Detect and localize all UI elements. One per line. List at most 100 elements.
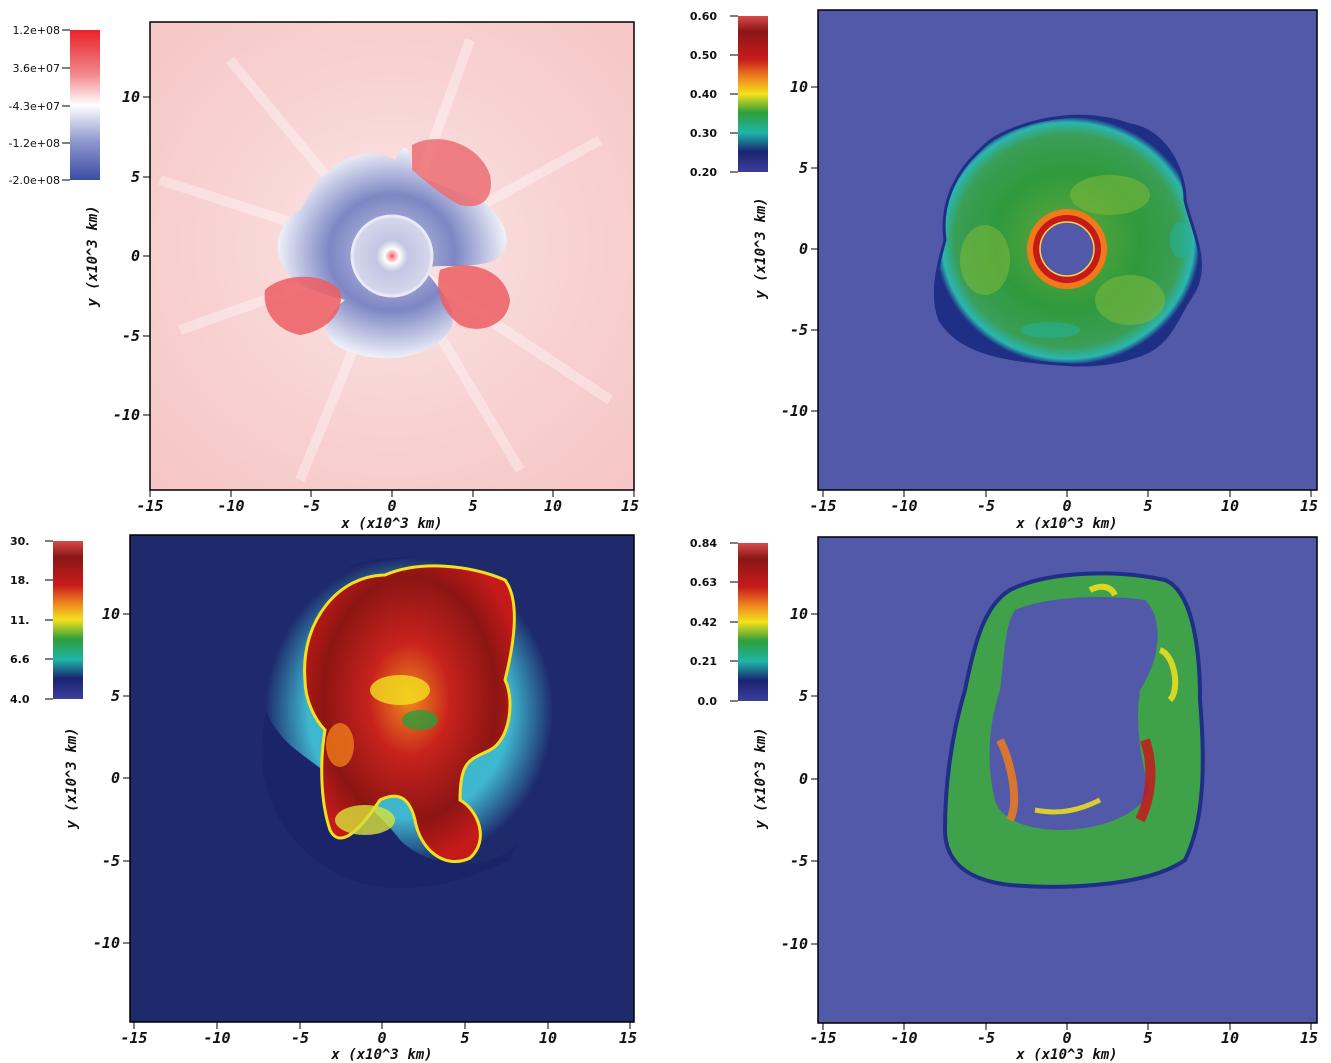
colorbar-bar <box>738 543 768 701</box>
y-tick-label: 5 <box>799 159 808 177</box>
colorbar-label: -4.3e+07 <box>9 100 60 113</box>
y-axis-label: y (x10^3 km) <box>64 727 80 829</box>
core <box>350 214 434 298</box>
x-tick-label: -10 <box>890 1029 917 1047</box>
colorbar-label: 11. <box>10 614 30 627</box>
colorbar-label: 0.42 <box>690 616 717 629</box>
colorbar-label: 6.6 <box>10 653 30 666</box>
panel-top-right: 0.60 0.50 0.40 0.30 0.20 <box>690 9 1318 532</box>
plot-area-top-left <box>150 22 634 490</box>
x-tick-label: 10 <box>544 497 562 515</box>
colorbar-label: 3.6e+07 <box>13 62 60 75</box>
x-tick-label: -15 <box>809 1029 836 1047</box>
y-axis-bottom-left <box>123 613 130 944</box>
colorbar-bottom-right: 0.84 0.63 0.42 0.21 0.0 <box>690 537 768 708</box>
x-tick-label: 5 <box>1143 497 1152 515</box>
y-tick-label: 10 <box>790 605 808 623</box>
x-axis-label: x (x10^3 km) <box>1015 516 1117 532</box>
colorbar-label: 30. <box>10 535 30 548</box>
colorbar-bar <box>70 30 100 180</box>
colorbar-label: -2.0e+08 <box>9 174 60 187</box>
y-tick-label: -5 <box>122 327 140 345</box>
y-tick-label: 0 <box>799 240 808 258</box>
x-tick-label: -5 <box>977 497 995 515</box>
x-tick-label: 10 <box>1221 1029 1239 1047</box>
x-tick-label: -10 <box>203 1029 230 1047</box>
x-axis-label: x (x10^3 km) <box>340 516 442 532</box>
x-tick-label: 0 <box>377 1029 386 1047</box>
x-axis-top-right <box>822 490 1312 497</box>
x-tick-label: 15 <box>619 1029 637 1047</box>
y-tick-label: -10 <box>113 406 140 424</box>
colorbar-label: 0.50 <box>690 49 717 62</box>
y-tick-label: 5 <box>111 687 120 705</box>
y-axis-top-right <box>811 86 818 412</box>
positive-region <box>438 265 510 329</box>
y-tick-label: 10 <box>102 605 120 623</box>
y-tick-label: 10 <box>790 78 808 96</box>
x-tick-label: -10 <box>890 497 917 515</box>
y-tick-label: -5 <box>790 321 808 339</box>
inner-cavity <box>989 597 1158 830</box>
y-axis-bottom-right <box>811 613 818 945</box>
x-axis-label: x (x10^3 km) <box>330 1047 432 1063</box>
plot-area-top-right <box>818 10 1317 490</box>
colorbar-label: 0.40 <box>690 88 717 101</box>
x-tick-label: -15 <box>120 1029 147 1047</box>
x-tick-label: 0 <box>1062 1029 1071 1047</box>
panel-top-left: 1.2e+08 3.6e+07 -4.3e+07 -1.2e+08 -2.0e+… <box>9 21 639 532</box>
colorbar-label: 0.20 <box>690 166 717 179</box>
x-tick-label: 5 <box>460 1029 469 1047</box>
x-tick-label: -10 <box>217 497 244 515</box>
colorbar-label: 18. <box>10 574 30 587</box>
core <box>1039 221 1095 277</box>
colorbar-label: 0.84 <box>690 537 717 550</box>
colorbar-label: 0.21 <box>690 655 717 668</box>
colorbar-bottom-left: 30. 18. 11. 6.6 4.0 <box>10 535 83 706</box>
x-tick-label: -15 <box>136 497 163 515</box>
colorbar-label: 1.2e+08 <box>13 24 60 37</box>
y-axis-label: y (x10^3 km) <box>753 727 769 829</box>
positive-region <box>412 139 491 207</box>
colorbar-bar <box>53 541 83 699</box>
colorbar-label: 4.0 <box>10 693 30 706</box>
colorbar-bar <box>738 16 768 172</box>
x-tick-label: 10 <box>1221 497 1239 515</box>
x-tick-label: 10 <box>539 1029 557 1047</box>
plot-area-bottom-right <box>818 537 1317 1023</box>
panel-bottom-right: 0.84 0.63 0.42 0.21 0.0 -15 <box>690 536 1318 1063</box>
y-tick-label: 5 <box>799 687 808 705</box>
x-axis-bottom-right <box>822 1023 1312 1030</box>
x-axis-bottom-left <box>133 1022 631 1029</box>
colorbar-label: 0.30 <box>690 127 717 140</box>
x-axis-top-left <box>149 490 635 497</box>
y-axis-top-left <box>143 96 150 416</box>
y-tick-label: -10 <box>781 935 808 953</box>
colorbar-label: 0.60 <box>690 10 717 23</box>
y-tick-label: -5 <box>102 852 120 870</box>
y-tick-label: 0 <box>111 769 120 787</box>
x-tick-label: -5 <box>977 1029 995 1047</box>
x-tick-label: 5 <box>468 497 477 515</box>
x-tick-label: -15 <box>809 497 836 515</box>
y-tick-label: -10 <box>93 934 120 952</box>
y-tick-label: 0 <box>131 247 140 265</box>
y-tick-label: 5 <box>131 168 140 186</box>
plot-area-bottom-left <box>130 535 634 1022</box>
colorbar-top-right: 0.60 0.50 0.40 0.30 0.20 <box>690 10 768 179</box>
x-axis-label: x (x10^3 km) <box>1015 1047 1117 1063</box>
y-tick-label: -10 <box>781 402 808 420</box>
colorbar-label: 0.63 <box>690 576 717 589</box>
x-tick-label: 0 <box>1062 497 1071 515</box>
y-axis-label: y (x10^3 km) <box>753 197 769 299</box>
colorbar-top-left: 1.2e+08 3.6e+07 -4.3e+07 -1.2e+08 -2.0e+… <box>9 24 100 187</box>
x-tick-label: -5 <box>291 1029 309 1047</box>
colorbar-label: -1.2e+08 <box>9 137 60 150</box>
y-tick-label: 0 <box>799 770 808 788</box>
x-tick-label: 0 <box>387 497 396 515</box>
x-tick-label: -5 <box>302 497 320 515</box>
positive-region <box>264 276 341 335</box>
x-tick-label: 15 <box>621 497 639 515</box>
y-tick-label: -5 <box>790 852 808 870</box>
